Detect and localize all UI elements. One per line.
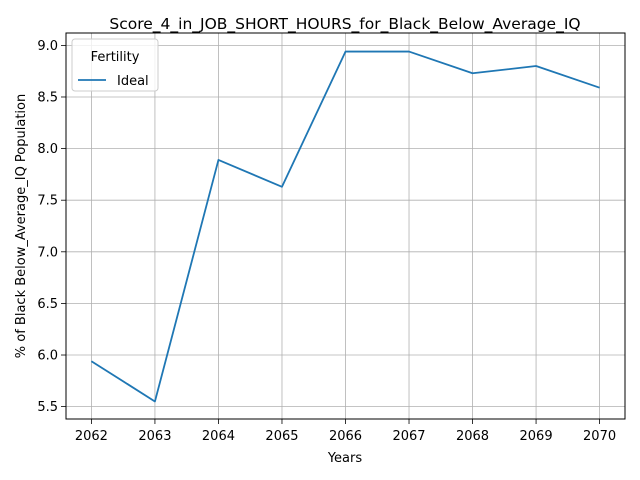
x-tick-label: 2069 xyxy=(520,429,553,444)
legend-box xyxy=(71,38,159,92)
x-tick-label: 2068 xyxy=(456,429,489,444)
legend-label-ideal: Ideal xyxy=(117,74,149,89)
x-tick-label: 2067 xyxy=(392,429,425,444)
y-tick-label: 5.5 xyxy=(37,400,58,415)
x-tick-label: 2064 xyxy=(202,429,235,444)
y-tick-label: 6.0 xyxy=(37,349,58,364)
y-tick-label: 7.0 xyxy=(37,245,58,260)
x-tick-label: 2066 xyxy=(329,429,362,444)
series-layer xyxy=(90,50,600,403)
legend-title: Fertility xyxy=(91,50,140,65)
y-tick-label: 9.0 xyxy=(37,39,58,54)
legend: Fertility Ideal xyxy=(71,38,159,92)
x-tick-label: 2063 xyxy=(138,429,171,444)
y-tick-label: 7.5 xyxy=(37,194,58,209)
y-axis-title: % of Black Below_Average_IQ Population xyxy=(14,94,29,358)
y-axis-ticks: 5.5 6.0 6.5 7.0 7.5 8.0 8.5 9.0 xyxy=(37,39,66,415)
x-axis-ticks: 2062 2063 2064 2065 2066 2067 2068 2069 2070 xyxy=(75,419,616,444)
x-tick-label: 2062 xyxy=(75,429,108,444)
x-axis-title: Years xyxy=(327,451,363,466)
series-line-ideal xyxy=(90,50,600,403)
x-tick-label: 2065 xyxy=(265,429,298,444)
y-tick-label: 8.0 xyxy=(37,142,58,157)
y-tick-label: 6.5 xyxy=(37,297,58,312)
x-tick-label: 2070 xyxy=(583,429,616,444)
chart-title: Score_4_in_JOB_SHORT_HOURS_for_Black_Bel… xyxy=(109,15,580,34)
grid-lines xyxy=(66,33,625,419)
y-tick-label: 8.5 xyxy=(37,90,58,105)
